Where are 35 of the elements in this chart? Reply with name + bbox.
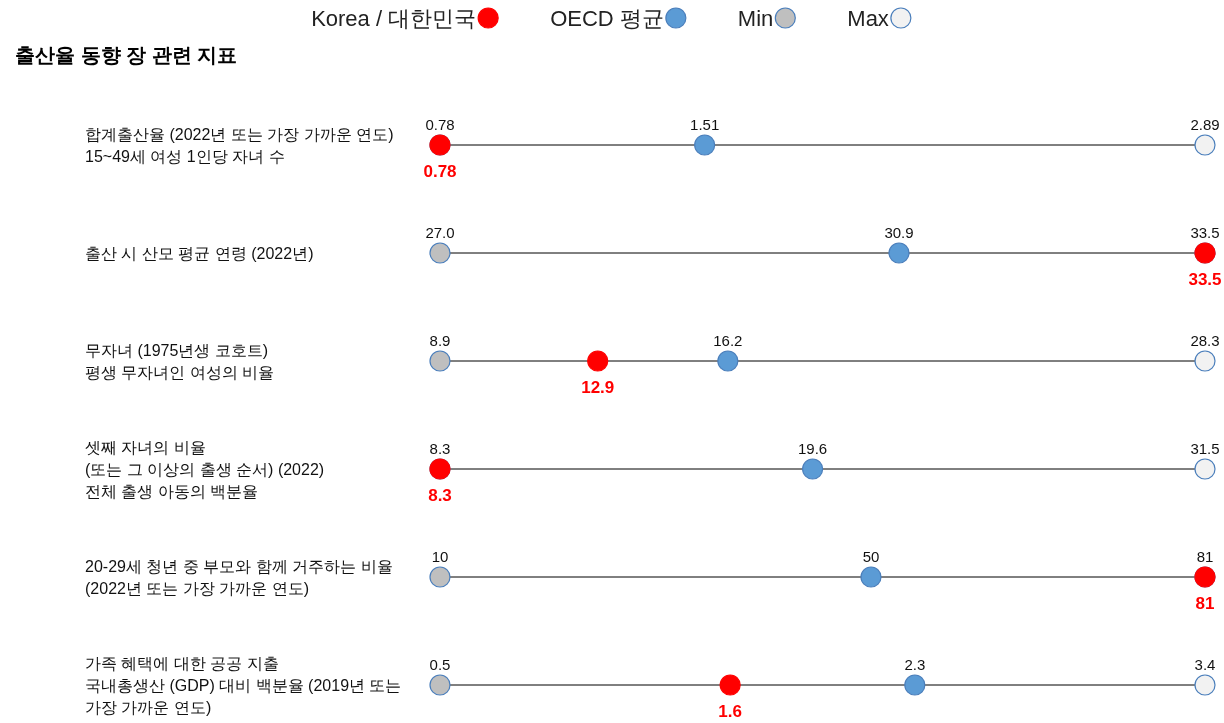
data-label: 10 <box>431 548 449 565</box>
category-label: 합계출산율 (2022년 또는 가장 가까운 연도) 15~49세 여성 1인당 자녀 수 <box>85 126 394 165</box>
data-label: 0.5 <box>429 656 451 673</box>
category-label: 20-29세 청년 중 부모와 함께 거주하는 비율 (2022년 또는 가장 가까운 연도) <box>85 558 393 597</box>
data-label: 31.5 <box>1190 440 1220 457</box>
data-label: 2.89 <box>1190 116 1220 133</box>
data-label: 33.5 <box>1190 224 1220 241</box>
data-label: 2.3 <box>904 656 926 673</box>
data-label: 19.6 <box>798 440 828 457</box>
category-label: 가족 혜택에 대한 공공 지출 국내총생산 (GDP) 대비 백분율 (2019년 또는 가장 가까운 연도) <box>85 655 402 716</box>
data-label: 1.6 <box>718 702 742 721</box>
legend-label: OECD 평균 <box>550 6 664 31</box>
data-label: 81 <box>1196 548 1214 565</box>
data-label: 0.78 <box>425 116 455 133</box>
data-label: 27.0 <box>425 224 455 241</box>
data-label: 16.2 <box>713 332 743 349</box>
data-label: 30.9 <box>884 224 914 241</box>
category-label: 출산 시 산모 평균 연령 (2022년) <box>85 245 314 262</box>
data-label: 50 <box>862 548 880 565</box>
data-label: 3.4 <box>1194 656 1216 673</box>
legend-label: Max <box>847 6 889 31</box>
legend-label: Korea / 대한민국 <box>311 6 477 31</box>
data-label: 8.3 <box>428 486 452 505</box>
data-label: 81 <box>1195 594 1215 613</box>
data-label: 8.3 <box>429 440 451 457</box>
text: 출산율 동향 장 관련 지표 <box>15 44 238 66</box>
category-label: 셋째 자녀의 비율 (또는 그 이상의 출생 순서) (2022) 전체 출생 아동의 백분율 <box>85 439 325 500</box>
data-label: 12.9 <box>581 378 615 397</box>
data-label: 0.78 <box>423 162 457 181</box>
data-label: 8.9 <box>429 332 451 349</box>
legend-label: Min <box>737 6 774 31</box>
category-label: 무자녀 (1975년생 코호트) 평생 무자녀인 여성의 비율 <box>85 342 275 381</box>
data-label: 28.3 <box>1190 332 1220 349</box>
data-label: 33.5 <box>1188 270 1222 289</box>
data-label: 1.51 <box>690 116 720 133</box>
